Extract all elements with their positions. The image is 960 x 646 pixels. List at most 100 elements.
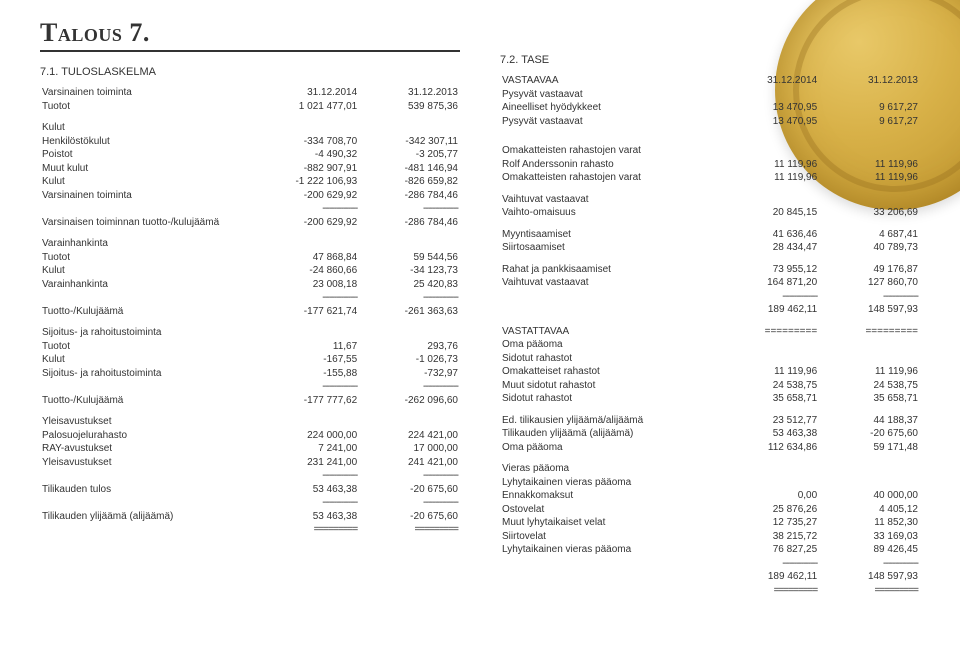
row-label: Tuotot <box>40 340 258 354</box>
row-value-2014: 25 876,26 <box>718 503 819 517</box>
row-value-2014: 231 241,00 <box>258 456 359 470</box>
table-row: Rahat ja pankkisaamiset73 955,1249 176,8… <box>500 263 920 277</box>
table-row: Oma pääoma112 634,8659 171,48 <box>500 441 920 455</box>
row-label: Sidotut rahastot <box>500 352 718 366</box>
row-value-2013: -20 675,60 <box>819 427 920 441</box>
row-label: Omakatteisten rahastojen varat <box>500 171 718 185</box>
table-row: Henkilöstökulut-334 708,70-342 307,11 <box>40 135 460 149</box>
row-label: RAY-avustukset <box>40 442 258 456</box>
row-label: Siirtovelat <box>500 530 718 544</box>
row-value-2013: 40 000,00 <box>819 489 920 503</box>
row-label: Kulut <box>40 175 258 189</box>
table-row: Sijoitus- ja rahoitustoiminta <box>40 326 460 340</box>
row-value-2014 <box>718 476 819 490</box>
row-value-2014: 23 008,18 <box>258 278 359 292</box>
row-value-2014 <box>718 193 819 207</box>
table-row: Varainhankinta23 008,1825 420,83 <box>40 278 460 292</box>
table-row: Aineelliset hyödykkeet13 470,959 617,27 <box>500 101 920 115</box>
row-value-2013: 40 789,73 <box>819 241 920 255</box>
row-value-2013: 25 420,83 <box>359 278 460 292</box>
year-row: VASTAAVAA 31.12.2014 31.12.2013 <box>500 74 920 88</box>
row-value-2013: 11 119,96 <box>819 158 920 172</box>
row-value-2014 <box>258 237 359 251</box>
table-row <box>500 454 920 462</box>
row-value-2014 <box>258 121 359 135</box>
table-row <box>40 113 460 121</box>
row-value-2013: 89 426,45 <box>819 543 920 557</box>
row-value-2013: -20 675,60 <box>359 510 460 524</box>
table-row <box>500 185 920 193</box>
row-value-2014: 224 000,00 <box>258 429 359 443</box>
table-row: Varsinainen toiminta-200 629,92-286 784,… <box>40 189 460 203</box>
row-value-2013: 4 687,41 <box>819 228 920 242</box>
row-value-2014: -177 777,62 <box>258 394 359 408</box>
table-row: ================== <box>500 584 920 598</box>
table-row: Sidotut rahastot35 658,7135 658,71 <box>500 392 920 406</box>
row-value-2013: ========= <box>819 325 920 339</box>
page-title: Talous 7. <box>40 18 460 52</box>
row-label: Pysyvät vastaavat <box>500 88 718 102</box>
table-row: ------------------------------ <box>500 290 920 304</box>
row-label: Kulut <box>40 121 258 135</box>
table-row <box>40 407 460 415</box>
row-value-2013 <box>819 193 920 207</box>
row-label: Pysyvät vastaavat <box>500 115 718 129</box>
table-row: Siirtovelat38 215,7233 169,03 <box>500 530 920 544</box>
row-value-2014: 12 735,27 <box>718 516 819 530</box>
row-value-2013: 9 617,27 <box>819 101 920 115</box>
row-label <box>500 570 718 584</box>
row-value-2014: 23 512,77 <box>718 414 819 428</box>
row-value-2013: 11 852,30 <box>819 516 920 530</box>
row-value-2013: -34 123,73 <box>359 264 460 278</box>
row-label: Vaihto-omaisuus <box>500 206 718 220</box>
row-value-2013 <box>819 476 920 490</box>
table-row: Siirtosaamiset28 434,4740 789,73 <box>500 241 920 255</box>
year-2014: 31.12.2014 <box>258 86 359 100</box>
row-value-2014: 13 470,95 <box>718 115 819 129</box>
table-row: Tilikauden tulos53 463,38-20 675,60 <box>40 483 460 497</box>
row-label: Lyhytaikainen vieras pääoma <box>500 476 718 490</box>
table-row: Kulut-24 860,66-34 123,73 <box>40 264 460 278</box>
table-row: Vaihto-omaisuus20 845,1533 206,69 <box>500 206 920 220</box>
row-value-2014: 1 021 477,01 <box>258 100 359 114</box>
table-row <box>40 318 460 326</box>
row-label: Omakatteiset rahastot <box>500 365 718 379</box>
row-label: Rolf Anderssonin rahasto <box>500 158 718 172</box>
row-value-2014: 20 845,15 <box>718 206 819 220</box>
row-value-2014: 112 634,86 <box>718 441 819 455</box>
row-value-2014: 13 470,95 <box>718 101 819 115</box>
table-row: VASTATTAVAA================== <box>500 325 920 339</box>
row-value-2014: 189 462,11 <box>718 303 819 317</box>
table-row: ------------------------------ <box>40 380 460 394</box>
row-label: Vaihtuvat vastaavat <box>500 193 718 207</box>
table-row: Vieras pääoma <box>500 462 920 476</box>
row-value-2014: 76 827,25 <box>718 543 819 557</box>
row-label: Varsinaisen toiminnan tuotto-/kulujäämä <box>40 216 258 230</box>
table-row: Pysyvät vastaavat13 470,959 617,27 <box>500 115 920 129</box>
table-row <box>500 255 920 263</box>
row-value-2014: 0,00 <box>718 489 819 503</box>
row-label: Varainhankinta <box>40 237 258 251</box>
table-row: Pysyvät vastaavat <box>500 88 920 102</box>
table-row <box>500 128 920 136</box>
row-value-2013: 59 171,48 <box>819 441 920 455</box>
row-label: Muut lyhytaikaiset velat <box>500 516 718 530</box>
row-value-2013: -3 205,77 <box>359 148 460 162</box>
row-label: Varsinainen toiminta <box>40 189 258 203</box>
row-value-2013: 24 538,75 <box>819 379 920 393</box>
row-value-2013: -286 784,46 <box>359 216 460 230</box>
row-label <box>500 303 718 317</box>
row-value-2014 <box>718 338 819 352</box>
table-row: Ennakkomaksut0,0040 000,00 <box>500 489 920 503</box>
row-value-2014: -177 621,74 <box>258 305 359 319</box>
table-row: Tuotto-/Kulujäämä-177 621,74-261 363,63 <box>40 305 460 319</box>
row-label: Ennakkomaksut <box>500 489 718 503</box>
row-value-2013: 9 617,27 <box>819 115 920 129</box>
table-row: Tuotot11,67293,76 <box>40 340 460 354</box>
row-value-2013: 127 860,70 <box>819 276 920 290</box>
row-label: Vieras pääoma <box>500 462 718 476</box>
table-row: Ed. tilikausien ylijäämä/alijäämä23 512,… <box>500 414 920 428</box>
table-row: Sidotut rahastot <box>500 352 920 366</box>
row-value-2013: -20 675,60 <box>359 483 460 497</box>
row-label: Tuotot <box>40 251 258 265</box>
